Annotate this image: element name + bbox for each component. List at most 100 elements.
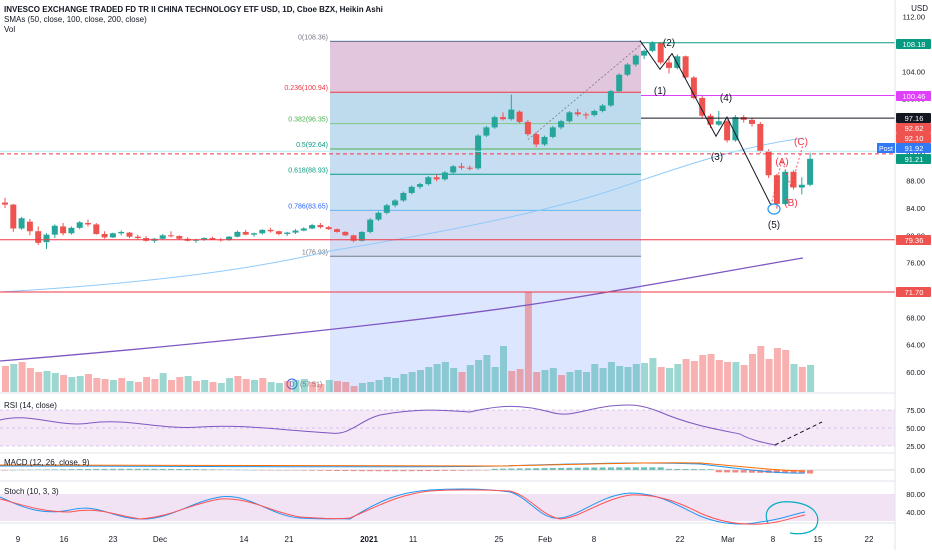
sma-legend[interactable]: SMAs (50, close, 100, close, 200, close): [4, 15, 147, 24]
rsi-legend[interactable]: RSI (14, close): [4, 401, 57, 410]
fib-level-label: 0.618(88.93): [288, 167, 328, 174]
wave-label: (3): [711, 152, 723, 163]
time-axis[interactable]: 9 16 23 Dec 14 21 2021 11 25 Feb 8 22 Mar 8 15 22: [0, 535, 895, 550]
price-range-label: (57.51): [300, 382, 322, 389]
fib-level-label: 0.786(83.65): [288, 203, 328, 210]
macd-histogram-bar: [176, 468, 183, 470]
macd-histogram-bar: [109, 468, 116, 470]
price-tick-label: 88.00: [906, 177, 925, 186]
volume-bar: [85, 374, 92, 392]
candle-body: [549, 127, 556, 137]
stoch-tick-label: 40.00: [906, 508, 925, 517]
stoch-tick-label: 80.00: [906, 490, 925, 499]
candle-body: [666, 62, 672, 68]
price-tag: [896, 154, 931, 164]
volume-bar: [558, 375, 566, 392]
volume-bar: [749, 354, 756, 392]
fib-zone: [330, 92, 641, 124]
candle-body: [417, 184, 423, 187]
price-tag: [896, 91, 931, 101]
volume-legend[interactable]: Vol: [4, 25, 16, 34]
candle-body: [275, 231, 282, 234]
volume-bar: [284, 381, 292, 392]
volume-bar: [242, 379, 250, 392]
candle-body: [93, 224, 100, 234]
macd-histogram-bar: [350, 470, 357, 472]
volume-bar: [433, 364, 441, 392]
currency-label: USD: [911, 4, 928, 13]
volume-bar: [118, 378, 126, 392]
macd-histogram-bar: [516, 468, 523, 470]
macd-histogram-bar: [358, 470, 365, 472]
time-tick-label: 11: [408, 535, 418, 544]
volume-bar: [350, 386, 358, 392]
candle-body: [807, 158, 814, 185]
volume-bar: [417, 370, 424, 392]
price-tick-label: 104.00: [902, 67, 925, 76]
candle-body: [350, 235, 357, 241]
macd-legend[interactable]: MACD (12, 26, close, 9): [4, 458, 90, 467]
candle-body: [466, 167, 473, 169]
candle-body: [491, 117, 498, 128]
macd-histogram-bar: [541, 468, 548, 470]
volume-bar: [583, 372, 590, 392]
rsi-tick-label: 50.00: [906, 424, 925, 433]
candle-body: [251, 233, 257, 235]
macd-histogram-bar: [632, 467, 639, 470]
macd-histogram-bar: [798, 470, 805, 474]
price-tick-label: 92.00: [906, 149, 925, 158]
volume-bar: [317, 384, 325, 392]
volume-bar: [500, 346, 507, 392]
elliott-wave-line: [639, 40, 772, 206]
candle-body: [475, 135, 482, 169]
stoch-legend[interactable]: Stoch (10, 3, 3): [4, 487, 59, 496]
macd-histogram-bar: [657, 467, 664, 470]
volume-bar: [217, 383, 225, 392]
volume-bar: [632, 364, 640, 392]
price-tag-label: 91.92: [905, 144, 924, 153]
volume-bar: [516, 369, 524, 392]
macd-histogram-bar: [60, 469, 67, 470]
time-tick-label: 22: [675, 535, 685, 544]
volume-bar: [209, 382, 217, 392]
macd-histogram-bar: [433, 470, 440, 471]
fib-level-label: 0(108.36): [298, 35, 328, 42]
wave-label: (C): [794, 137, 808, 148]
time-tick-label: 2021: [360, 535, 378, 544]
macd-histogram-bar: [583, 467, 589, 470]
volume-bar: [724, 362, 732, 392]
wave-5-circle: [767, 203, 781, 215]
volume-bar: [358, 383, 366, 392]
macd-histogram-bar: [732, 470, 739, 473]
volume-bar: [60, 375, 68, 392]
volume-bar: [508, 371, 516, 392]
price-tag-label: 79.36: [905, 236, 924, 245]
macd-histogram-bar: [724, 470, 731, 473]
candle-body: [425, 177, 432, 185]
macd-histogram-bar: [666, 468, 672, 470]
wave-label: (4): [720, 93, 732, 104]
macd-histogram-bar: [599, 467, 606, 470]
wave-label: (B): [784, 198, 797, 209]
candle-body: [408, 186, 415, 193]
candle-body: [690, 77, 697, 98]
macd-histogram-bar: [807, 470, 814, 474]
candle-body: [60, 226, 67, 234]
price-tick-label: 76.00: [906, 259, 925, 268]
time-tick-label: 15: [813, 535, 823, 544]
volume-bar: [715, 360, 723, 392]
volume-bar: [375, 380, 383, 392]
time-tick-label: Feb: [538, 535, 552, 544]
volume-bar: [259, 378, 267, 392]
macd-histogram-bar: [93, 468, 100, 470]
volume-bar: [782, 350, 790, 392]
macd-histogram-bar: [209, 469, 216, 470]
candle-body: [441, 172, 448, 180]
candle-body: [757, 123, 764, 152]
rsi-tick-label: 25.00: [906, 442, 925, 451]
candle-body: [749, 119, 755, 124]
price-tick-label: 64.00: [906, 341, 925, 350]
volume-bar: [176, 377, 184, 392]
